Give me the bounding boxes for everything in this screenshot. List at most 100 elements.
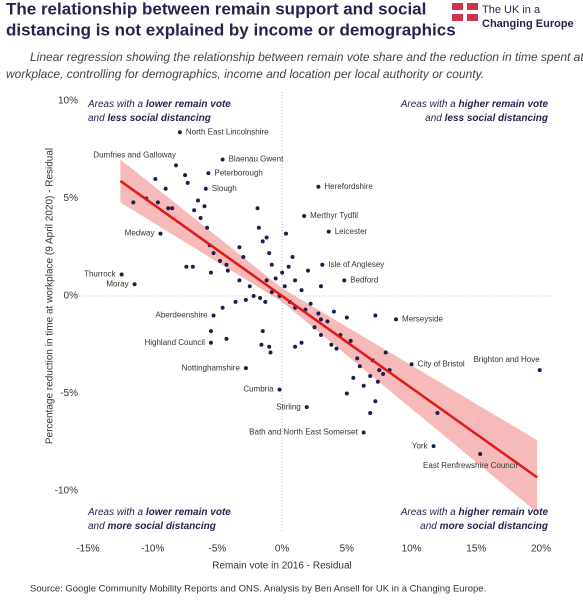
x-tick-label: -15%: [76, 544, 99, 555]
data-point: [225, 268, 230, 273]
data-point: [256, 225, 261, 230]
data-point: [318, 333, 323, 337]
quadrant-annotation: Areas with a higher remain vote: [400, 99, 549, 110]
data-point: [233, 299, 238, 304]
x-tick-label: -5%: [209, 544, 227, 555]
y-tick-label: -10%: [55, 486, 78, 497]
data-point: [183, 173, 188, 178]
data-point: [196, 198, 201, 203]
logo-text: Changing Europe: [482, 18, 574, 30]
data-point: [312, 325, 317, 330]
point-label: Blaenau Gwent: [229, 155, 284, 164]
data-point: [355, 356, 360, 361]
title-line: The relationship between remain support …: [6, 0, 426, 18]
quadrant-annotation: Areas with a lower remain vote: [87, 507, 231, 518]
point-label: Cumbria: [243, 385, 274, 394]
subtitle-line: workplace, controlling for demographics,…: [6, 67, 484, 81]
data-point: [351, 375, 356, 380]
y-tick-label: 5%: [64, 193, 79, 204]
annotation-part: lower remain vote: [146, 99, 231, 110]
annotation-part: more social distancing: [440, 521, 548, 532]
annotation-part: and: [420, 521, 439, 532]
data-point: [361, 430, 366, 435]
data-point: [331, 309, 336, 314]
data-point: [220, 305, 225, 310]
data-point: [361, 383, 366, 388]
annotation-part: higher remain vote: [459, 99, 549, 110]
data-point: [198, 216, 203, 220]
annotation-part: and: [88, 113, 107, 124]
data-point: [237, 245, 242, 250]
point-label: City of Bristol: [418, 359, 465, 368]
title-line: distancing is not explained by income or…: [6, 20, 456, 39]
data-point: [264, 235, 269, 240]
point-label: Dumfries and Galloway: [93, 150, 176, 159]
point-label: Peterborough: [214, 168, 262, 177]
data-point: [383, 350, 388, 355]
data-point: [259, 342, 264, 347]
data-point: [368, 373, 373, 378]
data-point: [211, 313, 216, 318]
data-point: [435, 411, 440, 415]
data-point: [325, 319, 330, 324]
data-point: [258, 295, 263, 300]
point-label: Stirling: [276, 402, 300, 411]
x-tick-label: 0%: [275, 544, 290, 555]
data-point: [132, 282, 137, 287]
data-point: [241, 255, 246, 259]
x-tick-label: 5%: [340, 544, 355, 555]
data-point: [316, 184, 321, 189]
data-point: [344, 391, 349, 396]
quadrant-annotation: and less social distancing: [88, 113, 211, 124]
point-label: Brighton and Hove: [473, 355, 540, 364]
data-point: [318, 317, 323, 322]
data-point: [177, 130, 182, 135]
annotation-part: Areas with a: [87, 99, 146, 110]
data-point: [269, 262, 274, 267]
data-point: [308, 301, 313, 306]
x-tick-label: 15%: [466, 544, 486, 555]
annotation-part: Areas with a: [87, 507, 146, 518]
annotation-part: higher remain vote: [459, 507, 549, 518]
data-point: [284, 231, 289, 236]
point-label: North East Lincolnshire: [186, 127, 269, 136]
point-label: Bedford: [350, 276, 378, 285]
point-label: York: [412, 441, 429, 450]
data-point: [478, 451, 483, 456]
data-point: [273, 276, 278, 281]
data-point: [251, 294, 256, 298]
data-point: [290, 255, 295, 259]
source: Source: Google Community Mobility Report…: [30, 584, 486, 595]
data-point: [537, 368, 542, 373]
data-point: [205, 225, 210, 230]
x-tick-label: 10%: [402, 544, 422, 555]
annotation-part: less social distancing: [107, 113, 210, 124]
data-point: [282, 284, 287, 289]
quadrant-annotation: and more social distancing: [420, 521, 548, 532]
annotation-part: and: [425, 113, 444, 124]
data-point: [260, 239, 265, 244]
annotation-part: Areas with a: [400, 99, 459, 110]
point-label: Bath and North East Somerset: [249, 428, 358, 437]
logo-text: The UK in a: [482, 4, 541, 16]
data-point: [320, 262, 325, 267]
annotation-part: less social distancing: [445, 113, 548, 124]
data-point: [344, 315, 349, 320]
point-label: Nottinghamshire: [182, 363, 241, 372]
annotation-part: and: [88, 521, 107, 532]
point-label: Highland Council: [144, 338, 205, 347]
data-point: [431, 444, 436, 449]
logo-flag-stripe: [463, 3, 467, 21]
annotation-part: Areas with a: [400, 507, 459, 518]
data-point: [190, 264, 195, 269]
data-point: [318, 284, 323, 289]
data-point: [185, 180, 190, 185]
data-point: [316, 311, 321, 316]
point-label: East Renfrewshire Council: [423, 461, 517, 470]
data-point: [131, 200, 136, 205]
point-label: Leicester: [335, 227, 368, 236]
data-point: [264, 278, 269, 283]
data-point: [206, 171, 211, 176]
data-point: [334, 346, 339, 351]
annotation-part: more social distancing: [107, 521, 215, 532]
